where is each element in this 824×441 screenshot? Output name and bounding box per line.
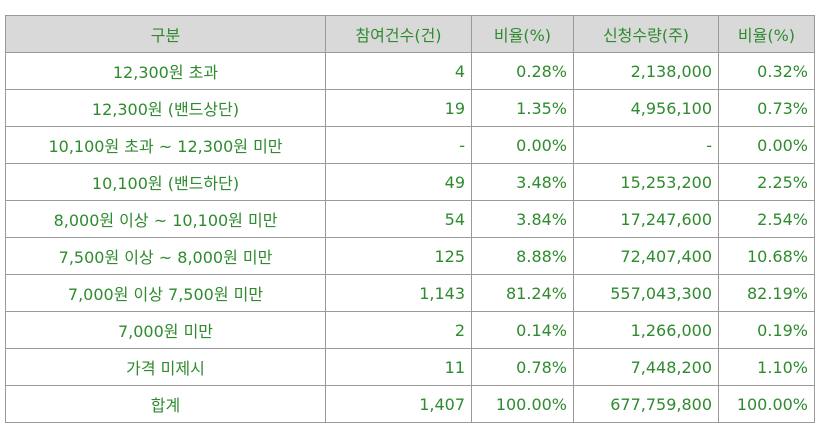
total-quantity: 677,759,800 (573, 385, 719, 423)
row-category: 10,100원 (밴드하단) (5, 163, 326, 201)
table-row: 10,100원 (밴드하단) 49 3.48% 15,253,200 2.25% (5, 163, 815, 201)
row-count: 2 (325, 311, 472, 349)
total-label: 합계 (5, 385, 326, 423)
row-quantity: 15,253,200 (573, 163, 719, 201)
header-participation-ratio: 비율(%) (471, 15, 574, 53)
row-count-ratio: 3.48% (471, 163, 574, 201)
row-quantity-ratio: 82.19% (718, 274, 815, 312)
row-quantity: 17,247,600 (573, 200, 719, 238)
row-category: 12,300원 초과 (5, 52, 326, 90)
header-participation-count: 참여건수(건) (325, 15, 472, 53)
row-count: 125 (325, 237, 472, 275)
row-quantity: 7,448,200 (573, 348, 719, 386)
table-row: 12,300원 초과 4 0.28% 2,138,000 0.32% (5, 52, 815, 90)
row-count-ratio: 0.14% (471, 311, 574, 349)
table-row: 7,000원 미만 2 0.14% 1,266,000 0.19% (5, 311, 815, 349)
row-count: 1,143 (325, 274, 472, 312)
table-row: 10,100원 초과 ~ 12,300원 미만 - 0.00% - 0.00% (5, 126, 815, 164)
row-quantity: - (573, 126, 719, 164)
table-header-row: 구분 참여건수(건) 비율(%) 신청수량(주) 비율(%) (5, 15, 815, 53)
header-subscription-quantity: 신청수량(주) (573, 15, 719, 53)
row-count: - (325, 126, 472, 164)
row-quantity: 72,407,400 (573, 237, 719, 275)
table-row: 8,000원 이상 ~ 10,100원 미만 54 3.84% 17,247,6… (5, 200, 815, 238)
row-count-ratio: 1.35% (471, 89, 574, 127)
table-total-row: 합계 1,407 100.00% 677,759,800 100.00% (5, 385, 815, 423)
row-quantity-ratio: 0.32% (718, 52, 815, 90)
row-quantity-ratio: 0.00% (718, 126, 815, 164)
row-quantity: 557,043,300 (573, 274, 719, 312)
row-count: 4 (325, 52, 472, 90)
row-quantity-ratio: 2.54% (718, 200, 815, 238)
total-count-ratio: 100.00% (471, 385, 574, 423)
row-quantity: 1,266,000 (573, 311, 719, 349)
header-quantity-ratio: 비율(%) (718, 15, 815, 53)
row-quantity-ratio: 2.25% (718, 163, 815, 201)
total-count: 1,407 (325, 385, 472, 423)
row-quantity: 4,956,100 (573, 89, 719, 127)
header-category: 구분 (5, 15, 326, 53)
row-count: 49 (325, 163, 472, 201)
row-count-ratio: 0.28% (471, 52, 574, 90)
row-category: 7,000원 미만 (5, 311, 326, 349)
table-row: 가격 미제시 11 0.78% 7,448,200 1.10% (5, 348, 815, 386)
row-quantity-ratio: 0.19% (718, 311, 815, 349)
row-count: 54 (325, 200, 472, 238)
row-count-ratio: 0.78% (471, 348, 574, 386)
row-count-ratio: 3.84% (471, 200, 574, 238)
row-category: 7,000원 이상 7,500원 미만 (5, 274, 326, 312)
row-category: 12,300원 (밴드상단) (5, 89, 326, 127)
row-quantity-ratio: 1.10% (718, 348, 815, 386)
row-count: 11 (325, 348, 472, 386)
row-category: 가격 미제시 (5, 348, 326, 386)
demand-forecast-table: 구분 참여건수(건) 비율(%) 신청수량(주) 비율(%) 12,300원 초… (5, 15, 815, 423)
row-count-ratio: 8.88% (471, 237, 574, 275)
row-category: 7,500원 이상 ~ 8,000원 미만 (5, 237, 326, 275)
total-quantity-ratio: 100.00% (718, 385, 815, 423)
row-count: 19 (325, 89, 472, 127)
row-count-ratio: 0.00% (471, 126, 574, 164)
table-row: 12,300원 (밴드상단) 19 1.35% 4,956,100 0.73% (5, 89, 815, 127)
row-quantity-ratio: 0.73% (718, 89, 815, 127)
row-category: 10,100원 초과 ~ 12,300원 미만 (5, 126, 326, 164)
table-row: 7,000원 이상 7,500원 미만 1,143 81.24% 557,043… (5, 274, 815, 312)
row-count-ratio: 81.24% (471, 274, 574, 312)
row-category: 8,000원 이상 ~ 10,100원 미만 (5, 200, 326, 238)
row-quantity: 2,138,000 (573, 52, 719, 90)
row-quantity-ratio: 10.68% (718, 237, 815, 275)
table-row: 7,500원 이상 ~ 8,000원 미만 125 8.88% 72,407,4… (5, 237, 815, 275)
